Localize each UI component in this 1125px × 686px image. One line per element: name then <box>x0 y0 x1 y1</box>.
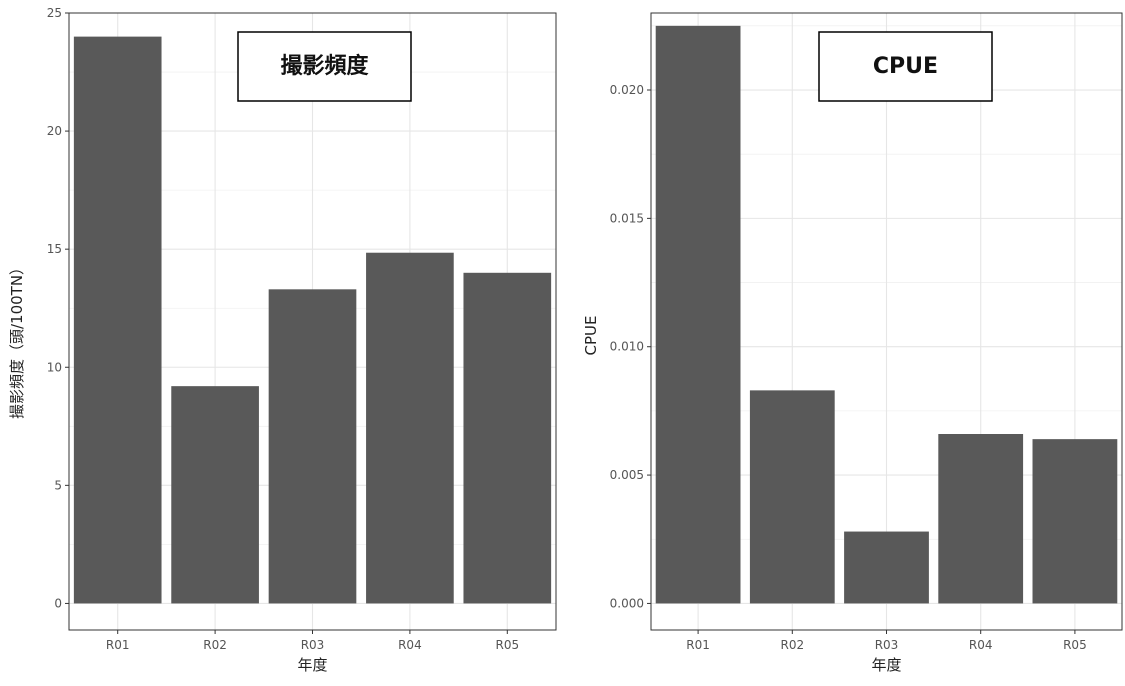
y-tick-label: 20 <box>47 124 62 138</box>
y-axis-title: CPUE <box>582 316 600 356</box>
bar-r05 <box>1032 439 1118 604</box>
x-axis: R01 R02 R03 R04 R05 <box>106 630 519 652</box>
bar-r01 <box>73 36 162 604</box>
x-tick-label: R05 <box>495 638 519 652</box>
chart-title: 撮影頻度 <box>280 53 369 79</box>
bar-r03 <box>268 289 357 604</box>
y-tick-label: 0.010 <box>610 340 644 354</box>
bar-r01 <box>655 25 741 604</box>
x-tick-label: R03 <box>875 638 899 652</box>
chart-left: 0 5 10 15 20 25 R01 R02 R03 R04 R05 年度 撮影頻度（頭/100… <box>8 6 557 674</box>
y-axis: 0.000 0.005 0.010 0.015 0.020 <box>610 83 651 610</box>
bar-r02 <box>749 390 835 604</box>
bar-r04 <box>366 252 454 604</box>
y-tick-label: 10 <box>47 360 62 374</box>
y-tick-label: 0.015 <box>610 211 644 225</box>
x-tick-label: R01 <box>106 638 130 652</box>
bar-r03 <box>844 531 929 604</box>
title-box <box>818 31 993 102</box>
bar-r04 <box>938 434 1024 604</box>
y-tick-label: 15 <box>47 242 62 256</box>
title-box <box>237 31 412 102</box>
bar-r02 <box>171 386 259 604</box>
x-axis-title: 年度 <box>297 656 327 674</box>
x-tick-label: R01 <box>686 638 710 652</box>
y-axis-title: 撮影頻度（頭/100TN） <box>8 260 26 419</box>
bars <box>655 25 1118 604</box>
bar-r05 <box>463 272 552 604</box>
x-tick-label: R03 <box>301 638 325 652</box>
x-tick-label: R04 <box>969 638 993 652</box>
x-tick-label: R02 <box>203 638 227 652</box>
y-tick-label: 0 <box>54 596 62 610</box>
y-tick-label: 0.020 <box>610 83 644 97</box>
y-axis: 0 5 10 15 20 25 <box>47 6 69 610</box>
y-tick-label: 5 <box>54 478 62 492</box>
x-tick-label: R05 <box>1063 638 1087 652</box>
y-tick-label: 25 <box>47 6 62 20</box>
x-axis-title: 年度 <box>871 656 901 674</box>
x-axis: R01 R02 R03 R04 R05 <box>686 630 1087 652</box>
chart-title: CPUE <box>873 54 938 79</box>
bars <box>73 36 552 604</box>
y-tick-label: 0.005 <box>610 468 644 482</box>
x-tick-label: R04 <box>398 638 422 652</box>
y-tick-label: 0.000 <box>610 596 644 610</box>
x-tick-label: R02 <box>780 638 804 652</box>
